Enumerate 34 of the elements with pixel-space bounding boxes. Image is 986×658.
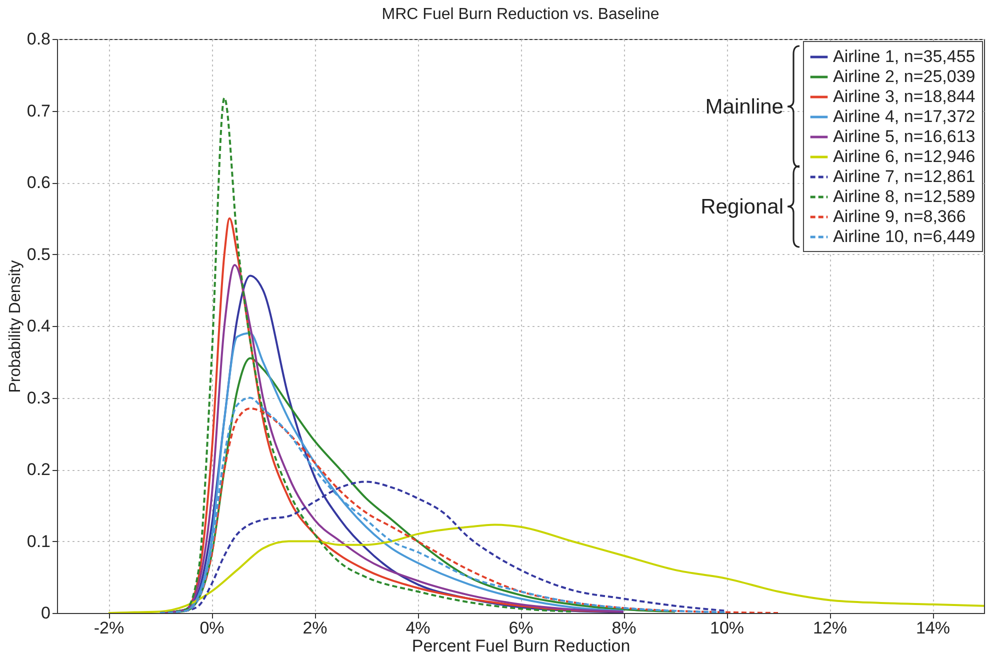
y-tick-label: 0.4 [26,316,50,336]
y-tick-label: 0.2 [26,460,50,479]
legend-label: Airline 9, n=8,366 [833,207,966,226]
x-tick-label: 4% [406,618,430,638]
legend-label: Airline 10, n=6,449 [833,227,976,246]
y-tick-label: 0.5 [26,244,50,264]
x-tick-label: 6% [508,618,534,638]
x-tick-label: -2% [94,618,124,638]
y-tick-label: 0.7 [26,101,50,120]
x-tick-label: 0% [200,618,224,638]
y-axis-title: Probability Density [6,260,24,393]
legend-label: Airline 2, n=25,039 [833,67,976,86]
y-tick-label: 0.1 [26,532,50,551]
legend-label: Airline 3, n=18,844 [833,87,976,106]
legend-label: Airline 1, n=35,455 [833,47,976,66]
line-series [108,524,984,613]
annotation: Regional [700,196,784,218]
x-tick-label: 2% [302,618,328,638]
legend-label: Airline 7, n=12,861 [833,167,976,186]
x-axis-title: Percent Fuel Burn Reduction [412,636,630,656]
chart-title: MRC Fuel Burn Reduction vs. Baseline [382,6,660,23]
annotation: Mainline [705,96,784,118]
x-tick-label: 14% [916,618,950,638]
y-tick-label: 0.6 [26,173,50,192]
legend-label: Airline 6, n=12,946 [833,147,976,166]
legend-label: Airline 4, n=17,372 [833,107,976,126]
legend-label: Airline 5, n=16,613 [833,127,976,146]
x-tick-label: 8% [612,618,636,638]
x-tick-label: 10% [710,618,744,638]
y-tick-label: 0.3 [26,388,50,408]
y-tick-label: 0 [41,604,50,622]
x-tick-label: 12% [812,618,848,638]
y-tick-label: 0.8 [26,30,50,48]
legend-label: Airline 8, n=12,589 [833,187,976,206]
